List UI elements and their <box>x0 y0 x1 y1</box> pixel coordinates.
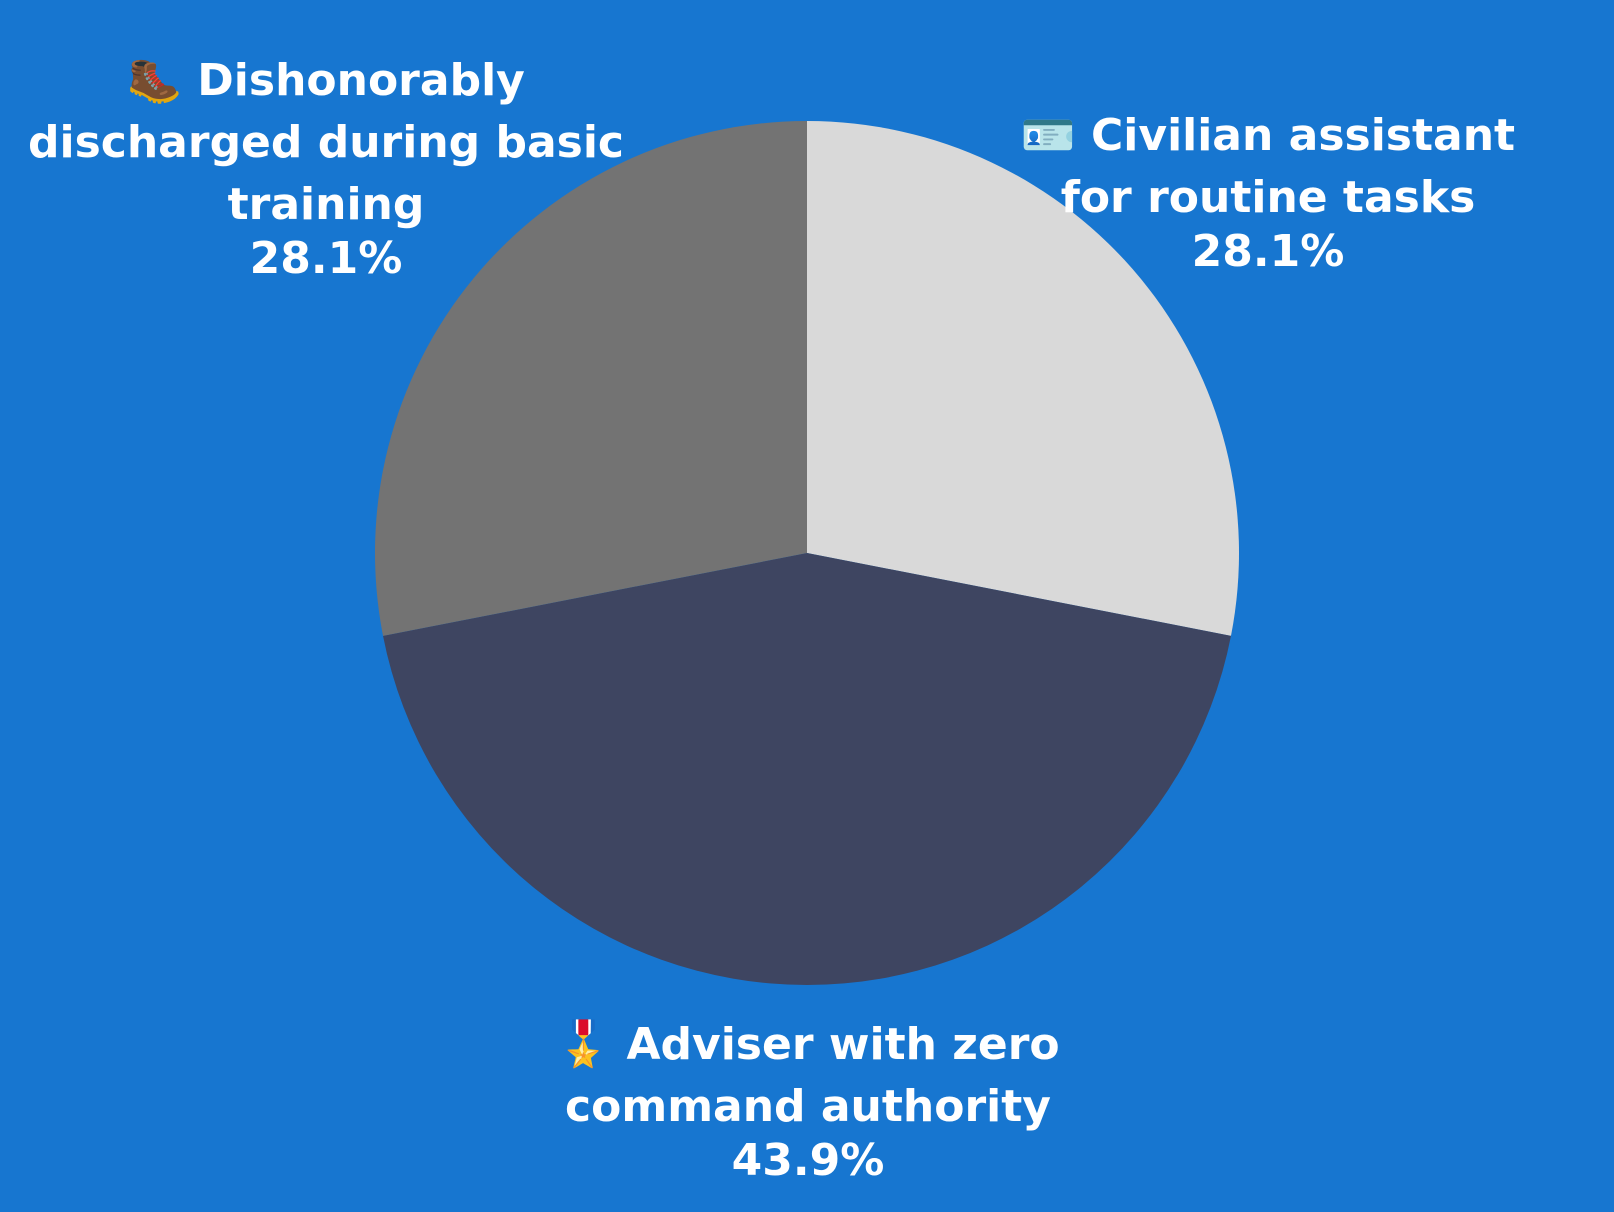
slice-label-line: discharged during basic <box>28 117 624 168</box>
slice-label-group-1: 🪪 Civilian assistant for routine tasks28.… <box>1021 110 1515 277</box>
pie-slices <box>374 121 1240 986</box>
slice-label-line: 🪪 Civilian assistant <box>1021 110 1515 161</box>
pie-slice-1 <box>807 121 1240 636</box>
slice-label-group-2: 🎖️ Adviser with zero command authority43.… <box>556 1019 1059 1186</box>
slice-label-line: 🥾 Dishonorably <box>127 55 525 106</box>
slice-label-group-3: 🥾 Dishonorably discharged during basic tra… <box>28 55 624 284</box>
slice-label-line: for routine tasks <box>1061 172 1476 223</box>
slice-label-line: training <box>228 179 425 230</box>
slice-value-label: 28.1% <box>250 233 403 284</box>
slice-label-line: 🎖️ Adviser with zero <box>556 1019 1059 1070</box>
pie-slice-2 <box>383 553 1231 986</box>
slice-value-label: 43.9% <box>732 1135 885 1186</box>
slice-label-line: command authority <box>565 1081 1051 1132</box>
pie-slice-3 <box>374 121 807 636</box>
slice-value-label: 28.1% <box>1192 226 1345 277</box>
